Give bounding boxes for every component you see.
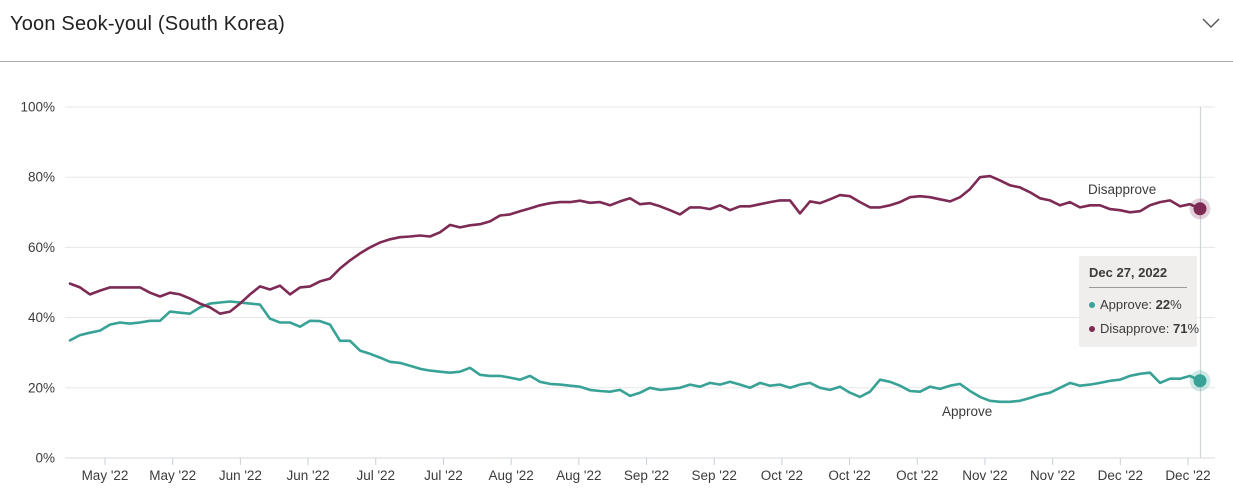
tooltip-divider [1089, 287, 1187, 288]
approval-chart[interactable]: 0% 20% 40% 60% 80% 100% May '22 May '22 Jun '22 J… [0, 62, 1233, 494]
tooltip-date: Dec 27, 2022 [1089, 265, 1168, 280]
series-label-disapprove: Disapprove [1088, 182, 1156, 197]
x-axis-label: Jun '22 [219, 468, 262, 483]
tooltip-approve-value: 22 [1155, 297, 1171, 312]
widget-header: Yoon Seok-youl (South Korea) [0, 0, 1233, 62]
x-axis-label: Jun '22 [287, 468, 330, 483]
y-axis-label-20: 20% [28, 380, 55, 395]
chevron-down-icon[interactable] [1201, 16, 1221, 30]
tooltip-approve-label: Approve: [1100, 297, 1156, 312]
tooltip-disapprove-value: 71 [1172, 321, 1188, 336]
series-label-approve: Approve [942, 404, 992, 419]
x-axis-label: Oct '22 [828, 468, 870, 483]
y-axis-label-40: 40% [28, 310, 55, 325]
chart-title: Yoon Seok-youl (South Korea) [10, 13, 286, 35]
y-axis-label-60: 60% [28, 240, 55, 255]
x-axis-label: Dec '22 [1165, 468, 1210, 483]
x-axis-label: Sep '22 [624, 468, 669, 483]
disapprove-dot-icon [1089, 326, 1095, 332]
hover-tooltip: Dec 27, 2022 Approve: 22% Disapprove: 71… [1079, 256, 1199, 347]
tooltip-row-approve: Approve: 22% [1089, 297, 1187, 312]
x-axis-label: May '22 [82, 468, 129, 483]
y-axis-label-80: 80% [28, 170, 55, 185]
approve-dot-icon [1089, 302, 1095, 308]
x-axis-label: Jul '22 [424, 468, 463, 483]
tooltip-disapprove-suffix: % [1187, 321, 1200, 336]
tooltip-disapprove-label: Disapprove: [1100, 321, 1173, 336]
x-axis-label: Nov '22 [962, 468, 1007, 483]
x-axis-label: Aug '22 [556, 468, 601, 483]
x-axis-label: Nov '22 [1030, 468, 1075, 483]
approve-line[interactable] [68, 300, 1202, 404]
x-axis-label: Oct '22 [896, 468, 938, 483]
x-axis-label: Oct '22 [761, 468, 803, 483]
x-axis-label: Aug '22 [488, 468, 533, 483]
x-axis-label: May '22 [149, 468, 196, 483]
disapprove-end-marker[interactable] [1193, 202, 1207, 216]
tooltip-approve-suffix: % [1170, 297, 1182, 312]
y-axis-label-100: 100% [20, 100, 55, 115]
x-axis-label: Sep '22 [692, 468, 737, 483]
x-axis-label: Jul '22 [356, 468, 395, 483]
approve-end-marker[interactable] [1193, 374, 1207, 388]
disapprove-line[interactable] [68, 174, 1202, 315]
y-axis-label-0: 0% [35, 451, 55, 466]
tooltip-row-disapprove: Disapprove: 71% [1089, 321, 1199, 336]
chart-canvas[interactable]: 0% 20% 40% 60% 80% 100% May '22 May '22 Jun '22 J… [0, 62, 1233, 494]
x-axis-label: Dec '22 [1098, 468, 1143, 483]
